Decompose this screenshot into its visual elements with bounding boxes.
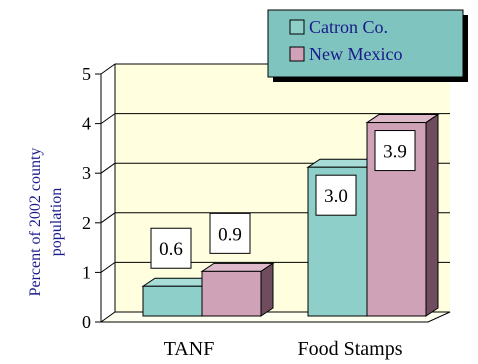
category-labels: TANF Food Stamps [164, 338, 403, 360]
data-label-box [315, 174, 357, 216]
y-axis-label-line-2: population [48, 188, 65, 256]
gridline-side [100, 63, 116, 75]
data-labels: 0.6 3.0 0.9 3.9 [150, 130, 416, 269]
data-label-text: 3.0 [324, 186, 348, 207]
gridline-side [100, 162, 116, 174]
data-label-text: 3.9 [383, 142, 407, 163]
gridline-side [100, 113, 116, 125]
data-label: 0.6 [150, 227, 192, 269]
data-label-box [209, 212, 251, 254]
gridline-side [100, 261, 116, 273]
data-label: 0.9 [209, 212, 251, 254]
y-tick-label: 5 [82, 64, 91, 84]
y-tick-label: 1 [82, 262, 91, 282]
bars [141, 113, 440, 317]
axes [95, 64, 428, 323]
legend-swatch-new-mexico [289, 46, 305, 62]
legend-label-catron: Catron Co. [309, 17, 388, 37]
legend: Catron Co. New Mexico [267, 9, 468, 82]
bar-side [260, 262, 274, 317]
y-axis-label: Percent of 2002 county population [27, 148, 65, 297]
data-label: 3.9 [374, 130, 416, 172]
data-label: 3.0 [315, 174, 357, 216]
gridline-side [100, 212, 116, 224]
legend-label-new-mexico: New Mexico [309, 44, 402, 64]
legend-swatch-catron [289, 19, 305, 35]
bar-front [142, 285, 203, 317]
data-label-text: 0.9 [218, 224, 242, 245]
y-tick-label: 4 [82, 114, 91, 134]
bar-new-mexico-tanf [200, 262, 275, 317]
bar-side [425, 113, 439, 317]
data-label-box [374, 130, 416, 172]
tick-labels: 0 1 2 3 4 5 [82, 64, 91, 332]
bar-front [201, 270, 262, 317]
y-tick-label: 0 [82, 312, 91, 332]
category-label: Food Stamps [297, 338, 402, 360]
category-label: TANF [164, 338, 215, 360]
y-axis-label-line-1: Percent of 2002 county [27, 148, 44, 297]
y-tick-label: 2 [82, 213, 91, 233]
data-label-text: 0.6 [159, 239, 183, 260]
y-tick-label: 3 [82, 163, 91, 183]
data-label-box [150, 227, 192, 269]
